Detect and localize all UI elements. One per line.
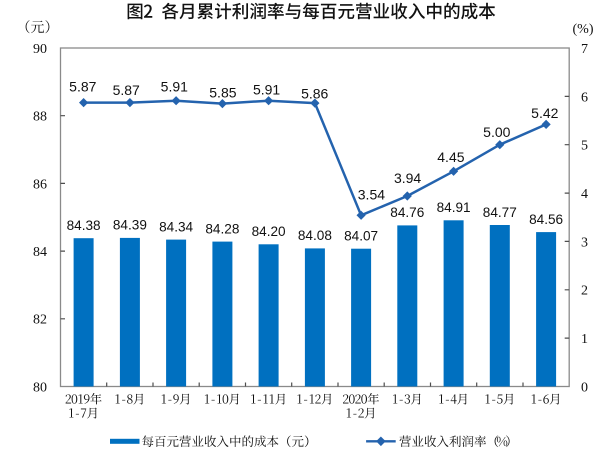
svg-text:5.86: 5.86 [301,86,328,102]
svg-text:82: 82 [33,313,47,328]
svg-text:84: 84 [33,245,47,260]
svg-text:84.08: 84.08 [298,228,332,243]
svg-text:3.94: 3.94 [394,170,421,186]
svg-text:84.20: 84.20 [252,224,286,239]
svg-text:5.91: 5.91 [253,82,280,98]
svg-text:5.91: 5.91 [161,79,188,95]
svg-text:5.85: 5.85 [209,85,236,101]
svg-text:84.77: 84.77 [483,205,517,220]
svg-text:6: 6 [581,90,588,105]
svg-text:84.34: 84.34 [159,219,193,234]
svg-text:3.54: 3.54 [358,187,385,203]
svg-text:88: 88 [33,110,47,125]
svg-text:3: 3 [581,235,588,250]
svg-text:7: 7 [581,42,588,57]
svg-text:5.00: 5.00 [483,124,510,140]
svg-text:90: 90 [33,42,47,57]
svg-text:5.87: 5.87 [69,79,96,95]
svg-text:84.28: 84.28 [205,221,239,236]
svg-text:80: 80 [33,380,47,395]
svg-text:5.42: 5.42 [531,105,558,121]
svg-text:5: 5 [581,139,588,154]
svg-text:2: 2 [581,284,588,299]
svg-text:84.76: 84.76 [390,205,424,220]
svg-text:1: 1 [581,332,588,347]
svg-text:5.87: 5.87 [113,82,140,98]
svg-text:84.38: 84.38 [67,218,101,233]
svg-text:84.91: 84.91 [437,200,471,215]
svg-text:4.45: 4.45 [437,149,464,165]
svg-text:4: 4 [581,187,588,202]
svg-text:(%): (%) [573,22,594,37]
svg-text:84.39: 84.39 [113,218,147,233]
svg-text:0: 0 [581,380,588,395]
svg-text:84.07: 84.07 [344,229,378,244]
svg-text:86: 86 [33,177,47,192]
svg-text:84.56: 84.56 [529,212,563,227]
